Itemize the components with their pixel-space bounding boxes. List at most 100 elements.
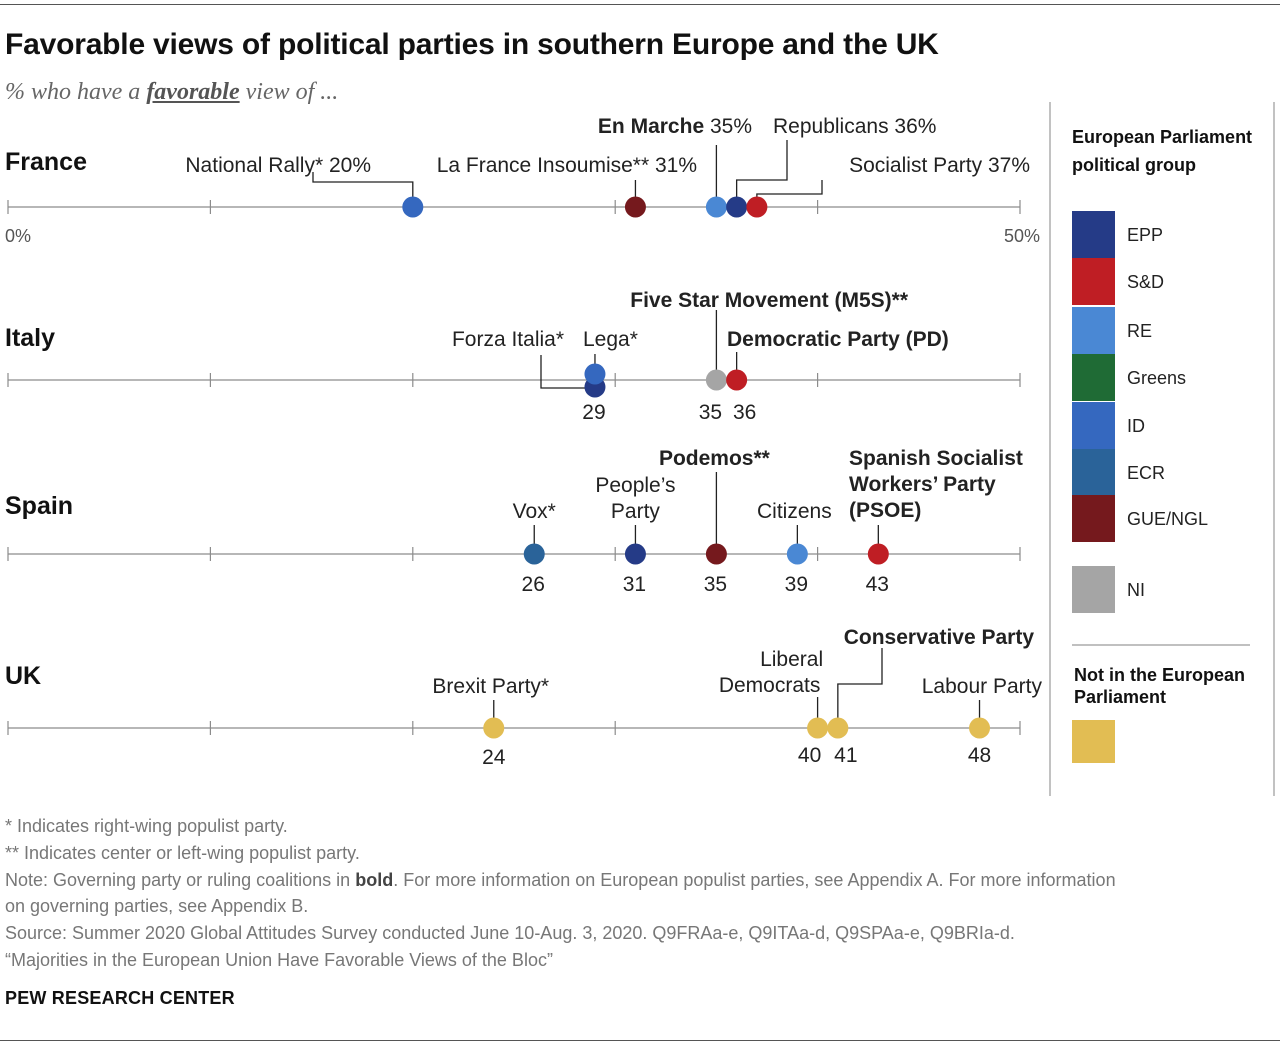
- dot-m5s: [705, 369, 727, 391]
- party-label-citizens: Citizens: [757, 500, 832, 523]
- legend-label-id: ID: [1127, 416, 1145, 436]
- party-label-forza-italia: Forza Italia*: [452, 328, 564, 351]
- leader-conservative-party: [837, 648, 883, 718]
- party-label-lega: Lega*: [583, 328, 638, 351]
- legend-label-greens: Greens: [1127, 368, 1186, 388]
- legend-label-epp: EPP: [1127, 225, 1163, 245]
- party-label-republicans: Republicans 36%: [773, 115, 936, 138]
- top-rule: [0, 4, 1280, 5]
- legend-items: EPP S&D RE Greens ID ECR GUE/NGL NI: [1072, 211, 1208, 613]
- legend-title-line2: political group: [1072, 155, 1196, 175]
- party-label-liberal-democrats-line1: Liberal: [760, 648, 823, 671]
- note-pre: Note: Governing party or ruling coalitio…: [5, 869, 351, 890]
- dot-lega: [584, 363, 606, 385]
- value-label-democratic-party: 36: [733, 401, 756, 424]
- tick-label-max: 50%: [1004, 226, 1040, 246]
- bottom-rule: [0, 1040, 1280, 1041]
- dot-en-marche: [705, 196, 727, 218]
- note-line: Note: Governing party or ruling coalitio…: [5, 867, 1270, 894]
- chart-title: Favorable views of political parties in …: [5, 28, 939, 61]
- legend-swatch-epp: [1072, 211, 1115, 258]
- legend-not-in-ep-line1: Not in the European: [1074, 665, 1245, 685]
- party-label-peoples-party-line2: Party: [611, 500, 661, 523]
- party-label-psoe-line1: Spanish Socialist: [849, 447, 1023, 470]
- legend-swatch-re: [1072, 307, 1115, 354]
- dot-spain-4: [867, 543, 889, 565]
- leader-forza-italia: [540, 355, 590, 389]
- party-label-brexit-party: Brexit Party*: [432, 675, 549, 698]
- value-label-m5s: 35: [699, 401, 722, 424]
- dot-socialist-party: [746, 196, 768, 218]
- dot-plot-chart: European Parliament political group EPP S…: [5, 102, 1275, 796]
- dot-uk-1: [807, 717, 829, 739]
- party-label-national-rally: National Rally* 20%: [185, 154, 371, 177]
- value-label-uk-3: 48: [968, 744, 991, 767]
- source-line: Source: Summer 2020 Global Attitudes Sur…: [5, 923, 1015, 944]
- value-label-forza-italia-lega: 29: [582, 401, 605, 424]
- legend-swatch-ecr: [1072, 449, 1115, 496]
- footnote-left-wing: ** Indicates center or left-wing populis…: [5, 842, 360, 863]
- tick-label-min: 0%: [5, 226, 31, 246]
- legend-swatch-id: [1072, 402, 1115, 449]
- value-label-uk-2: 41: [834, 744, 857, 767]
- dot-spain-1: [624, 543, 646, 565]
- footnotes: * Indicates right-wing populist party. *…: [5, 813, 1270, 974]
- value-label-spain-0: 26: [522, 573, 545, 596]
- party-label-peoples-party-line1: People’s: [595, 474, 675, 497]
- party-label-m5s: Five Star Movement (M5S)**: [630, 289, 909, 312]
- leader-republicans: [735, 140, 788, 197]
- dot-uk-0: [483, 717, 505, 739]
- subtitle-pre: % who have a: [5, 79, 141, 105]
- party-label-socialist-party: Socialist Party 37%: [849, 154, 1030, 177]
- note-line-2: on governing parties, see Appendix B.: [5, 896, 309, 917]
- subtitle-post: view of ...: [245, 79, 339, 105]
- party-label-la-france-insoumise: La France Insoumise** 31%: [437, 154, 697, 177]
- party-label-psoe-line3: (PSOE): [849, 499, 921, 522]
- dot-uk-3: [969, 717, 991, 739]
- legend-label-ni: NI: [1127, 580, 1145, 600]
- value-label-spain-4: 43: [866, 573, 889, 596]
- party-label-democratic-party: Democratic Party (PD): [727, 328, 949, 351]
- legend-swatch-greens: [1072, 354, 1115, 401]
- legend-swatch-guengl: [1072, 495, 1115, 542]
- legend-not-in-ep-line2: Parliament: [1074, 687, 1166, 707]
- value-label-uk-1: 40: [798, 744, 821, 767]
- value-label-spain-3: 39: [785, 573, 808, 596]
- legend-label-re: RE: [1127, 321, 1152, 341]
- dot-national-rally: [402, 196, 424, 218]
- dot-uk-2: [827, 717, 849, 739]
- party-label-labour-party: Labour Party: [922, 675, 1043, 698]
- country-label-italy: Italy: [5, 324, 55, 352]
- country-label-spain: Spain: [5, 492, 73, 520]
- dot-democratic-party: [726, 369, 748, 391]
- legend-swatch-not-in-ep: [1072, 720, 1115, 763]
- party-label-en-marche: En Marche 35%: [598, 115, 752, 138]
- note-post: . For more information on European popul…: [393, 869, 1116, 890]
- party-label-liberal-democrats-line2: Democrats: [719, 674, 821, 697]
- legend-swatch-sd: [1072, 258, 1115, 305]
- dot-spain-2: [705, 543, 727, 565]
- party-label-vox: Vox*: [513, 500, 556, 523]
- legend-label-ecr: ECR: [1127, 463, 1165, 483]
- party-label-conservative-party: Conservative Party: [844, 626, 1035, 649]
- value-label-uk-0: 24: [482, 746, 506, 769]
- subtitle-emphasis: favorable: [146, 79, 240, 105]
- country-label-france: France: [5, 148, 87, 176]
- legend-label-guengl: GUE/NGL: [1127, 509, 1208, 529]
- dot-spain-3: [786, 543, 808, 565]
- legend-title-line1: European Parliament: [1072, 127, 1252, 147]
- legend-label-sd: S&D: [1127, 272, 1164, 292]
- legend-swatch-ni: [1072, 566, 1115, 613]
- leader-national-rally: [312, 172, 414, 197]
- country-label-uk: UK: [5, 662, 41, 690]
- plot-area: France Italy Spain UK 0% 50% National Rally* 2…: [5, 115, 1042, 769]
- value-label-spain-1: 31: [623, 573, 646, 596]
- dot-la-france-insoumise: [624, 196, 646, 218]
- party-label-podemos: Podemos**: [659, 447, 771, 470]
- credit-label: PEW RESEARCH CENTER: [5, 988, 235, 1008]
- dot-spain-0: [523, 543, 545, 565]
- footnote-right-wing: * Indicates right-wing populist party.: [5, 816, 288, 836]
- dot-republicans: [726, 196, 748, 218]
- value-label-spain-2: 35: [704, 573, 727, 596]
- leader-socialist-party: [756, 180, 823, 197]
